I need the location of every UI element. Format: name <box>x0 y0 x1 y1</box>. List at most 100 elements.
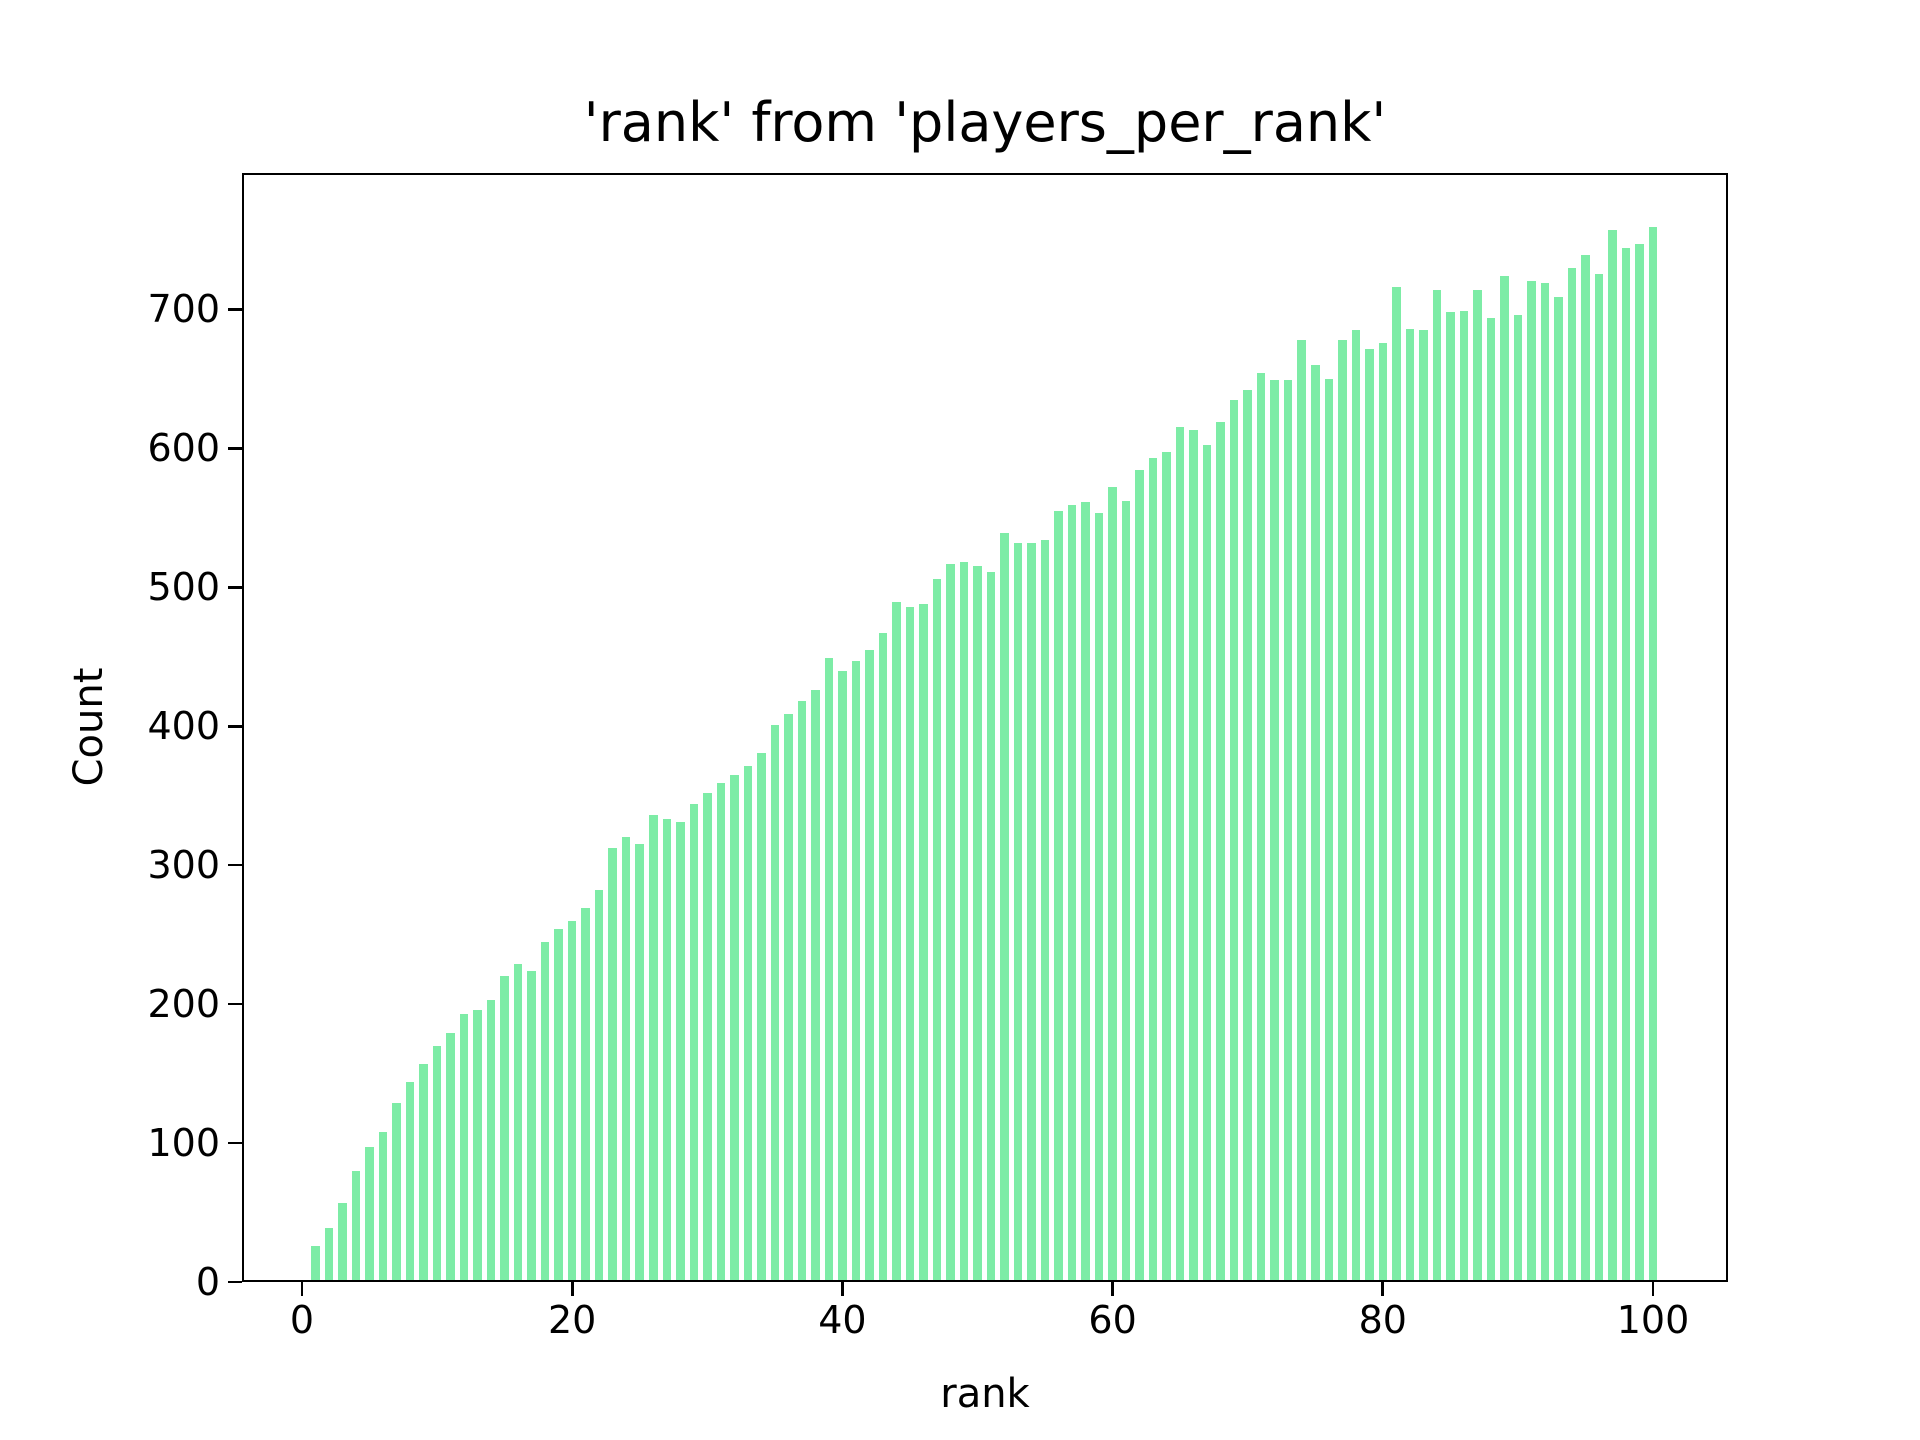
x-tick-label-80: 80 <box>1358 1298 1407 1342</box>
y-tick-mark-100 <box>228 1141 242 1145</box>
bar-rank-90 <box>1513 314 1523 1282</box>
bar-rank-45 <box>905 606 915 1282</box>
bar-rank-79 <box>1365 349 1374 1282</box>
bar-rank-50 <box>973 566 982 1282</box>
bar-rank-13 <box>473 1009 482 1282</box>
plot-frame <box>242 173 1728 1282</box>
x-axis-label: rank <box>940 1371 1030 1417</box>
bar-rank-96 <box>1594 274 1604 1282</box>
y-tick-mark-300 <box>228 863 242 867</box>
bar-rank-78 <box>1351 330 1361 1282</box>
bar-rank-46 <box>919 603 928 1282</box>
bar-rank-71 <box>1256 373 1266 1282</box>
x-tick-mark-20 <box>570 1282 574 1296</box>
y-tick-label-100: 100 <box>147 1121 220 1166</box>
bar-rank-80 <box>1378 342 1388 1282</box>
bar-rank-55 <box>1040 539 1050 1282</box>
bar-rank-94 <box>1567 267 1577 1282</box>
x-tick-label-40: 40 <box>818 1298 867 1342</box>
bar-rank-62 <box>1135 470 1144 1282</box>
bar-rank-38 <box>811 689 820 1282</box>
bar-rank-3 <box>338 1202 347 1282</box>
bar-rank-18 <box>540 941 550 1282</box>
y-tick-mark-400 <box>228 724 242 728</box>
bar-rank-23 <box>608 848 617 1282</box>
bar-rank-51 <box>986 571 996 1282</box>
bar-rank-49 <box>959 562 969 1282</box>
x-tick-mark-40 <box>840 1282 844 1296</box>
chart-title: 'rank' from 'players_per_rank' <box>583 91 1387 154</box>
bar-rank-21 <box>581 908 590 1282</box>
y-tick-mark-600 <box>228 446 242 450</box>
bar-rank-47 <box>932 578 942 1282</box>
x-tick-label-100: 100 <box>1616 1298 1690 1342</box>
bar-rank-44 <box>892 602 901 1282</box>
x-tick-mark-100 <box>1651 1282 1655 1296</box>
bar-rank-77 <box>1338 339 1347 1282</box>
bar-rank-14 <box>486 999 496 1282</box>
bar-rank-63 <box>1148 457 1158 1282</box>
bar-rank-81 <box>1392 286 1401 1282</box>
bar-rank-15 <box>500 976 509 1282</box>
x-tick-mark-0 <box>300 1282 304 1296</box>
bar-rank-87 <box>1473 289 1482 1282</box>
bar-rank-35 <box>770 724 780 1282</box>
y-tick-label-500: 500 <box>147 565 220 610</box>
bar-rank-83 <box>1419 330 1428 1282</box>
bar-rank-82 <box>1405 328 1415 1282</box>
bar-rank-10 <box>432 1045 442 1282</box>
bar-rank-16 <box>513 963 523 1282</box>
bar-rank-93 <box>1554 296 1563 1282</box>
bar-rank-9 <box>419 1063 428 1282</box>
bar-rank-19 <box>554 929 563 1282</box>
x-tick-label-60: 60 <box>1088 1298 1137 1342</box>
y-tick-label-0: 0 <box>195 1260 220 1304</box>
bar-rank-67 <box>1202 445 1212 1282</box>
bar-rank-65 <box>1175 427 1185 1282</box>
x-tick-label-20: 20 <box>548 1298 597 1342</box>
bar-rank-95 <box>1581 254 1590 1282</box>
bar-rank-91 <box>1527 281 1536 1282</box>
bar-rank-27 <box>662 819 671 1282</box>
bar-rank-39 <box>824 658 834 1282</box>
bar-rank-4 <box>351 1170 361 1282</box>
bar-rank-70 <box>1243 389 1252 1282</box>
bar-rank-43 <box>878 632 888 1282</box>
bar-rank-61 <box>1121 500 1131 1282</box>
bar-rank-53 <box>1013 542 1023 1282</box>
bar-rank-57 <box>1067 505 1077 1282</box>
bar-rank-85 <box>1446 311 1455 1282</box>
bar-rank-5 <box>365 1147 374 1282</box>
bar-rank-17 <box>527 970 536 1282</box>
bar-rank-25 <box>635 844 644 1282</box>
bar-rank-28 <box>676 822 685 1282</box>
bar-rank-64 <box>1162 452 1171 1282</box>
bar-rank-37 <box>797 701 807 1282</box>
bar-rank-60 <box>1108 487 1117 1282</box>
bar-rank-66 <box>1189 430 1198 1282</box>
y-tick-label-300: 300 <box>147 843 220 888</box>
bar-rank-89 <box>1500 275 1509 1282</box>
bar-rank-56 <box>1054 510 1063 1282</box>
bar-rank-84 <box>1432 289 1442 1282</box>
bar-rank-58 <box>1081 502 1090 1282</box>
bar-rank-6 <box>378 1131 388 1282</box>
bar-rank-42 <box>865 649 874 1282</box>
bar-rank-22 <box>594 890 604 1282</box>
bar-rank-74 <box>1297 339 1306 1282</box>
bar-rank-7 <box>392 1102 401 1282</box>
y-tick-mark-0 <box>228 1280 242 1284</box>
y-tick-label-600: 600 <box>147 426 220 471</box>
bar-rank-69 <box>1229 399 1239 1282</box>
bar-rank-34 <box>757 752 766 1282</box>
bar-rank-40 <box>838 670 847 1282</box>
y-tick-mark-200 <box>228 1002 242 1006</box>
bar-rank-20 <box>567 920 577 1282</box>
bar-rank-29 <box>689 803 699 1282</box>
bar-rank-52 <box>1000 532 1009 1282</box>
bar-rank-12 <box>459 1013 469 1282</box>
bar-rank-41 <box>851 660 861 1282</box>
y-tick-mark-500 <box>228 585 242 589</box>
bar-rank-24 <box>621 837 631 1282</box>
